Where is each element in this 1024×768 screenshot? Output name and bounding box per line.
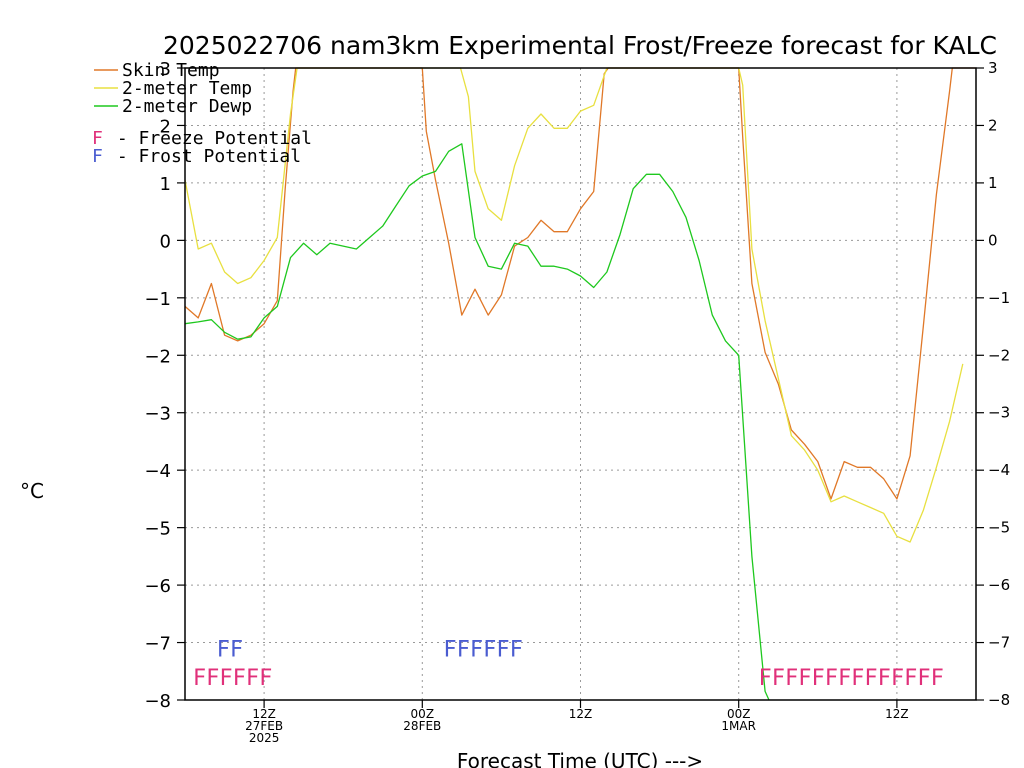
y-tick-label-left: 2 <box>160 116 171 137</box>
x-tick-label: 12Z <box>569 707 593 721</box>
chart-title: 2025022706 nam3km Experimental Frost/Fre… <box>163 31 997 60</box>
y-tick-label-right: −3 <box>988 404 1010 422</box>
y-tick-label-right: 1 <box>988 174 998 192</box>
frost-flag-row: FFFFFF <box>443 637 522 662</box>
potential-legend-text: - Frost Potential <box>106 146 301 167</box>
y-tick-label-right: 0 <box>988 231 998 249</box>
y-axis-label: °C <box>20 479 44 503</box>
potential-legend-letter: F <box>92 146 103 167</box>
x-axis-label: Forecast Time (UTC) ---> <box>457 749 703 768</box>
x-tick-label: 2025 <box>249 731 280 745</box>
potential-flags: FF FFFFFFFFFFFF FFFFFFFFFFFFFF <box>193 637 944 691</box>
y-tick-label-left: −5 <box>144 519 171 540</box>
y-tick-label-left: −1 <box>144 289 171 310</box>
series-line-2-meter-temp <box>184 67 964 543</box>
series-lines <box>184 67 976 701</box>
frost-flag-row: FF <box>217 637 244 662</box>
x-tick-label: 1MAR <box>721 719 756 733</box>
y-tick-label-left: −8 <box>144 691 171 712</box>
y-tick-label-right: −4 <box>988 461 1010 479</box>
x-tick-label: 27FEB <box>245 719 283 733</box>
y-tick-label-left: 3 <box>160 59 171 80</box>
y-tick-label-left: −4 <box>144 461 171 482</box>
legend-entry: Skin Temp <box>122 60 220 81</box>
y-axis-right: 3 2 1 0 −1 −2 −3 −4 −5 −6 −7 −8 <box>976 59 1010 709</box>
x-tick-label: 28FEB <box>403 719 441 733</box>
y-tick-label-right: 3 <box>988 59 998 77</box>
x-tick-label: 00Z <box>411 707 435 721</box>
y-axis-left: 3 2 1 0 −1 −2 −3 −4 −5 −6 −7 −8 <box>144 59 185 712</box>
series-line-2-meter-dewp <box>184 143 770 701</box>
y-tick-label-right: 2 <box>988 116 998 134</box>
x-tick-label: 12Z <box>885 707 909 721</box>
freeze-flag-row: FFFFFF <box>193 666 272 691</box>
plot-frame <box>184 67 977 701</box>
y-tick-label-left: 0 <box>160 231 171 252</box>
y-tick-label-left: −7 <box>144 634 171 655</box>
x-tick-label: 12Z <box>252 707 276 721</box>
grid-lines <box>185 68 976 700</box>
freeze-flag-row: FFFFFFFFFFFFFF <box>758 666 943 691</box>
potential-legend-text: - Freeze Potential <box>106 128 312 149</box>
y-tick-label-left: −2 <box>144 346 171 367</box>
potential-legend-letter: F <box>92 128 103 149</box>
y-tick-label-left: −3 <box>144 404 171 425</box>
y-tick-label-right: −2 <box>988 346 1010 364</box>
x-tick-label: 00Z <box>727 707 751 721</box>
series-line-skin-temp <box>184 67 976 500</box>
y-tick-label-right: −1 <box>988 289 1010 307</box>
y-tick-label-left: −6 <box>144 576 171 597</box>
y-tick-label-right: −7 <box>988 634 1010 652</box>
y-tick-label-right: −5 <box>988 519 1010 537</box>
y-tick-label-right: −6 <box>988 576 1010 594</box>
y-tick-label-left: 1 <box>160 174 171 195</box>
y-tick-label-right: −8 <box>988 691 1010 709</box>
legend-entry: 2-meter Dewp <box>122 96 252 117</box>
legend-entry: 2-meter Temp <box>122 78 252 99</box>
